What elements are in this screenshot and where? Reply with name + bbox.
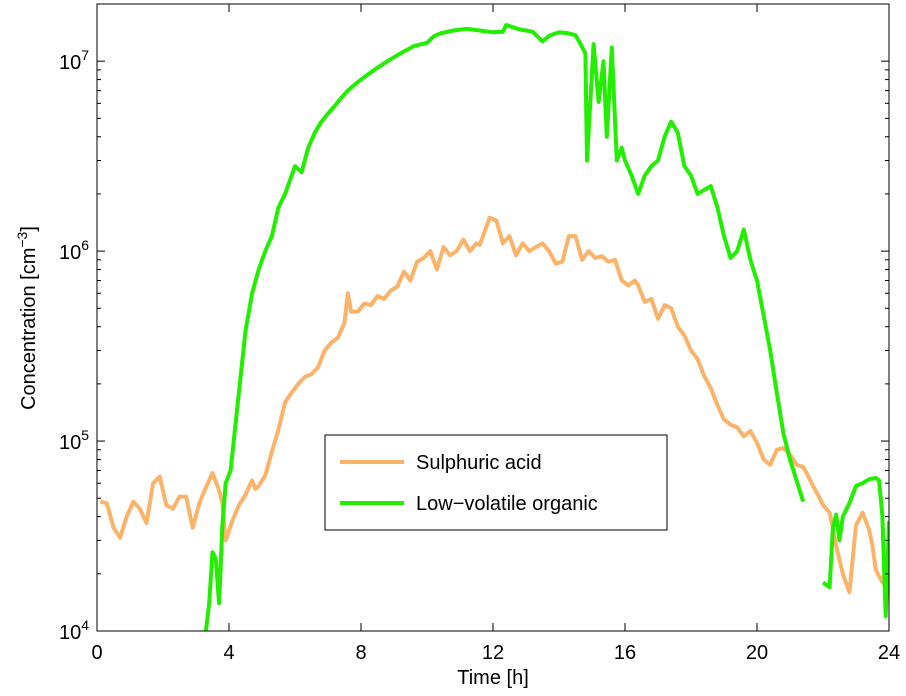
series-layer (99, 23, 889, 631)
series-line-low-volatile-organic-2 (821, 475, 889, 618)
x-tick-label: 8 (355, 642, 366, 664)
y-tick-label: 106 (59, 237, 89, 264)
x-tick-label: 0 (91, 642, 102, 664)
x-tick-label: 16 (614, 642, 636, 664)
series-line-sulphuric-acid (99, 215, 889, 595)
y-axis-label-main: Concentration [cm (18, 248, 40, 410)
legend: Sulphuric acid Low−volatile organic (324, 434, 668, 531)
legend-box (324, 434, 668, 531)
y-tick-label: 105 (59, 427, 89, 454)
x-tick-label: 12 (482, 642, 504, 664)
x-tick-label: 4 (223, 642, 234, 664)
y-tick-label: 107 (59, 47, 89, 74)
y-axis-label-exponent: −3 (14, 231, 30, 247)
y-axis-label: Concentration [cm−3] (14, 226, 40, 410)
legend-label-low-volatile-organic: Low−volatile organic (416, 493, 598, 515)
series-line-low-volatile-organic-1 (203, 23, 806, 631)
x-tick-label: 20 (746, 642, 768, 664)
x-tick-label: 24 (878, 642, 900, 664)
y-axis-label-close: ] (18, 226, 40, 232)
legend-label-sulphuric-acid: Sulphuric acid (416, 452, 542, 474)
x-axis-label: Time [h] (457, 667, 529, 689)
ticks-layer: 0 4 8 12 16 20 24 104 105 106 107 (59, 3, 900, 664)
plot-background (97, 4, 889, 631)
y-tick-label: 104 (59, 617, 89, 644)
